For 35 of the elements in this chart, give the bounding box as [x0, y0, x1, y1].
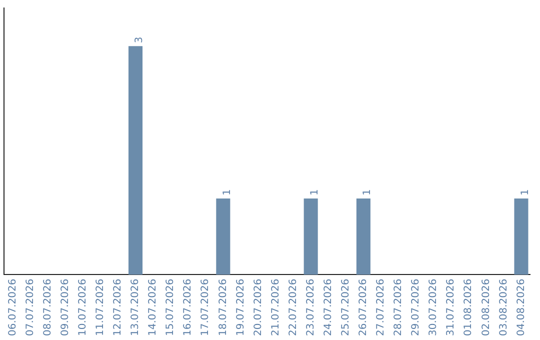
data-label: 1 — [520, 189, 531, 196]
x-tick-label: 17.07.2026 — [200, 278, 212, 336]
x-tick-label: 11.07.2026 — [95, 278, 106, 336]
x-tick-label: 30.07.2026 — [428, 278, 440, 336]
x-tick-label: 18.07.2026 — [218, 278, 229, 336]
x-tick-label: 31.07.2026 — [446, 278, 457, 336]
x-tick-label: 14.07.2026 — [148, 278, 159, 336]
x-tick-label: 21.07.2026 — [270, 278, 282, 336]
x-tick-label: 19.07.2026 — [235, 278, 246, 336]
data-label: 1 — [222, 189, 233, 196]
x-tick-label: 15.07.2026 — [165, 278, 176, 336]
x-tick-label: 03.08.2026 — [498, 278, 510, 336]
x-tick-label: 08.07.2026 — [42, 278, 54, 336]
x-tick-label: 23.07.2026 — [305, 278, 316, 336]
data-label: 1 — [362, 189, 374, 196]
data-label: 1 — [309, 189, 320, 196]
x-tick-label: 09.07.2026 — [60, 278, 71, 336]
x-tick-label: 12.07.2026 — [112, 278, 124, 336]
x-tick-label: 27.07.2026 — [376, 278, 387, 336]
x-tick-label: 06.07.2026 — [7, 278, 18, 336]
x-tick-label: 29.07.2026 — [410, 278, 422, 336]
x-tick-label: 24.07.2026 — [322, 278, 334, 336]
data-label: 3 — [134, 36, 146, 44]
x-tick-label: 22.07.2026 — [288, 278, 299, 336]
x-tick-label: 20.07.2026 — [252, 278, 264, 336]
x-tick-label: 07.07.2026 — [24, 278, 36, 336]
x-tick-label: 25.07.2026 — [340, 278, 352, 336]
x-tick-label: 01.08.2026 — [463, 278, 474, 336]
x-tick-label: 10.07.2026 — [77, 278, 88, 336]
x-tick-label: 04.08.2026 — [516, 278, 527, 336]
x-tick-label: 28.07.2026 — [393, 278, 404, 336]
x-tick-label: 26.07.2026 — [358, 278, 370, 336]
x-tick-label: 16.07.2026 — [182, 278, 194, 336]
x-tick-label: 02.08.2026 — [480, 278, 492, 336]
x-tick-label: 13.07.2026 — [130, 278, 142, 336]
